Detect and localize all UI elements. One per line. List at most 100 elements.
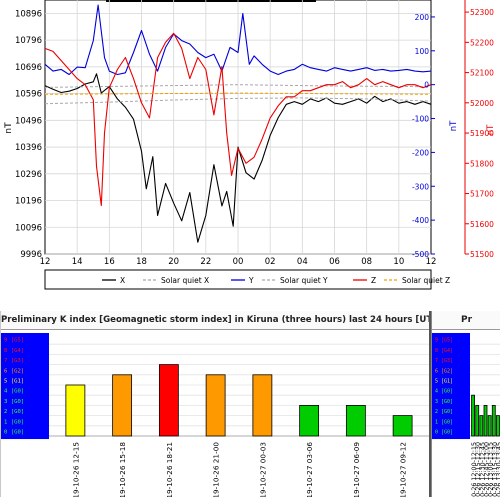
x-tick-label: 14 (72, 257, 83, 267)
k-bar (483, 405, 488, 437)
k-index-chart-15min: 9 [G5] 8 [G4] 7 [G3] 6 [G2] 5 [G1] 4 [G0] 3 [G… (432, 333, 500, 497)
x-tick-label: 20 (168, 257, 179, 267)
k-bar (158, 364, 179, 437)
k-category-label: 10-26 13:15-13:30 (492, 442, 499, 497)
k-category-label: 10-26 12:30-12:45 (479, 442, 486, 497)
x-tick-label: 04 (297, 257, 308, 267)
k-index-chart: 9 [G5] 8 [G4] 7 [G3] 6 [G2] 5 [G1] 4 [G0] 3 [G… (1, 333, 429, 497)
y-mid-tick-label: -500 (412, 250, 429, 259)
k-scale-label: 3 [G0] (4, 399, 24, 405)
x-tick-label: 18 (136, 257, 147, 267)
k-scale-label: 7 [G3] (435, 358, 453, 364)
k-bar (205, 374, 226, 437)
y-left-tick-label: 10896 (15, 9, 42, 19)
y-right-axis-label: nT (486, 124, 496, 135)
legend-label: X (120, 276, 125, 285)
grid (45, 0, 431, 255)
k-index-panel: Preliminary K index [Geomagnetic storm i… (0, 311, 431, 497)
y-right-tick-label: 51500 (470, 250, 494, 259)
k-bar (491, 405, 496, 437)
y-mid-tick-label: -400 (412, 216, 429, 225)
k-category-label: 2019-10-26 12-15 (71, 442, 80, 497)
k-scale-background (1, 333, 49, 440)
y-right-tick-label: 52000 (470, 99, 494, 108)
k-category-label: 2019-10-27 00-03 (258, 442, 267, 497)
x-tick-label: 16 (104, 257, 115, 267)
x-tick-label: 10 (393, 257, 404, 267)
legend-label: Solar quiet Z (402, 276, 450, 285)
k-scale-label: 0 [G0] (4, 429, 24, 435)
k-scale-label: 7 [G3] (4, 358, 24, 364)
k-bar (252, 374, 273, 437)
k-scale-label: 8 [G4] (4, 348, 24, 354)
y-left-tick-label: 10096 (15, 223, 42, 233)
legend-label: Y (248, 276, 254, 285)
y-left-tick-label: 10696 (15, 63, 42, 73)
k-scale-label: 3 [G0] (435, 399, 453, 405)
magnetometer-chart: 12 14 16 18 20 22 00 02 04 06 08 10 1299961009610196… (4, 0, 496, 290)
axes: 12 14 16 18 20 22 00 02 04 06 08 10 1299961009610196… (4, 0, 496, 267)
k-scale-label: 2 [G0] (435, 409, 453, 415)
k-bar (487, 415, 492, 437)
x-tick-label: 22 (200, 257, 211, 267)
k-scale-label: 1 [G0] (435, 419, 453, 425)
k-category-label: 2019-10-26 21-00 (212, 442, 221, 497)
k-scale-label: 5 [G1] (435, 378, 453, 384)
plot-header-bar (106, 0, 316, 2)
y-mid-tick-label: 0 (424, 81, 429, 90)
k-category-label: 2019-10-26 18-21 (165, 442, 174, 497)
k-bar (299, 405, 320, 437)
x-tick-label: 12 (426, 257, 437, 267)
k-category-label: 10-26 12:15-12:30 (475, 442, 482, 497)
k-scale-label: 8 [G4] (435, 348, 453, 354)
y-mid-tick-label: 100 (415, 47, 430, 56)
y-left-tick-label: 10196 (15, 197, 42, 207)
series-lines (44, 4, 432, 243)
x-tick-label: 00 (233, 257, 244, 267)
k-bar (392, 415, 413, 437)
y-right-tick-label: 51900 (470, 129, 494, 138)
y-left-tick-label: 9996 (20, 250, 42, 260)
k-scale-label: 4 [G0] (4, 389, 24, 395)
k-category-label: 10-26 13:00-13:15 (488, 442, 495, 497)
series-solar-quiet-z (44, 92, 432, 95)
k-scale-label: 0 [G0] (435, 429, 453, 435)
k-category-label: 2019-10-27 06-09 (352, 442, 361, 497)
y-mid-tick-label: -200 (412, 148, 429, 157)
y-mid-tick-label: -100 (412, 115, 429, 124)
k-index-panel-15min: Pr 9 [G5] 8 [G4] 7 [G3] 6 [G2] 5 [G1] 4 [G0] 3… (431, 311, 500, 497)
k-bar (65, 384, 86, 437)
k-scale-label: 6 [G2] (4, 368, 24, 374)
y-mid-tick-label: -300 (412, 182, 429, 191)
y-left-axis-label: nT (4, 122, 14, 134)
k-bar (475, 405, 480, 437)
y-left-tick-label: 10296 (15, 170, 42, 180)
y-right-tick-label: 51600 (470, 220, 494, 229)
y-right-tick-label: 52300 (470, 8, 494, 17)
y-right-tick-label: 51700 (470, 190, 494, 199)
y-mid-axis-label: nT (449, 120, 459, 131)
y-left-tick-label: 10396 (15, 143, 42, 153)
series-x (44, 73, 432, 243)
x-tick-label: 06 (329, 257, 340, 267)
series-z (44, 32, 432, 207)
k-category-label: 10-26 13:30-13:45 (496, 442, 500, 497)
y-mid-tick-label: 200 (415, 13, 430, 22)
x-tick-label: 12 (40, 257, 51, 267)
y-left-tick-label: 10796 (15, 36, 42, 46)
k-category-label: 2019-10-27 09-12 (399, 442, 408, 497)
x-tick-label: 08 (361, 257, 372, 267)
x-tick-label: 02 (265, 257, 276, 267)
k-scale-label: 2 [G0] (4, 409, 24, 415)
series-y (44, 4, 432, 76)
k-category-label: 2019-10-27 03-06 (305, 442, 314, 497)
k-scale-label: 9 [G5] (4, 338, 24, 344)
k-bar (471, 394, 475, 437)
k-scale-background (432, 333, 470, 440)
y-left-tick-label: 10596 (15, 90, 42, 100)
y-right-tick-label: 51800 (470, 159, 494, 168)
y-right-tick-label: 52200 (470, 38, 494, 47)
k-scale-label: 4 [G0] (435, 389, 453, 395)
series-solar-quiet-x (44, 97, 432, 105)
legend-label: Z (371, 276, 376, 285)
